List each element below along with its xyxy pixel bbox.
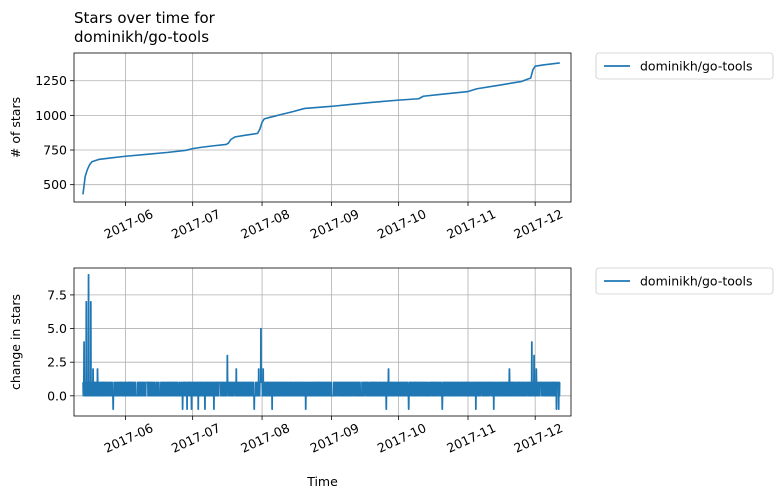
stars-over-time-panel: 2017-06 2017-07 2017-08 2017-09 2017-10 2017-… — [8, 9, 774, 242]
axes-frame — [73, 52, 572, 203]
y-tick-label: 7.5 — [47, 287, 67, 302]
x-tick-label: 2017-06 — [102, 420, 156, 456]
x-tick-label: 2017-06 — [102, 206, 156, 242]
x-tick-label: 2017-08 — [238, 420, 292, 456]
x-tick-label: 2017-07 — [169, 420, 223, 456]
x-tick-label: 2017-10 — [375, 206, 429, 242]
x-tick-label: 2017-12 — [511, 206, 565, 242]
y-tick-label: 0.0 — [47, 388, 67, 403]
legend-frame — [595, 52, 774, 80]
y-tick-label: 2.5 — [47, 355, 67, 370]
legend-label: dominikh/go-tools — [640, 274, 753, 289]
y-axis-label: # of stars — [8, 97, 23, 158]
x-tick-label: 2017-12 — [511, 420, 565, 456]
legend: dominikh/go-tools — [595, 52, 774, 80]
x-axis-label: Time — [306, 474, 338, 489]
series-line-stars — [82, 62, 560, 195]
x-tick-label: 2017-10 — [375, 420, 429, 456]
axes-frame — [73, 267, 572, 417]
y-tick-label: 5.0 — [47, 321, 67, 336]
x-tick-label: 2017-09 — [308, 420, 362, 456]
y-tick-label: 1000 — [35, 108, 67, 123]
y-axis-label: change in stars — [8, 294, 23, 390]
chart-title-line: Stars over time for — [74, 9, 216, 27]
x-tick-label: 2017-11 — [444, 206, 498, 242]
y-tick-label: 1250 — [35, 73, 67, 88]
x-tick-label: 2017-09 — [308, 206, 362, 242]
series-line-change — [82, 274, 561, 410]
x-tick-label: 2017-07 — [169, 206, 223, 242]
chart-title: Stars over time for dominikh/go-tools — [74, 9, 216, 46]
chart-title-line: dominikh/go-tools — [74, 28, 209, 46]
x-tick-label: 2017-11 — [444, 420, 498, 456]
legend-label: dominikh/go-tools — [640, 59, 753, 74]
legend: dominikh/go-tools — [595, 267, 774, 295]
change-in-stars-panel: 2017-06 2017-07 2017-08 2017-09 2017-10 2017-… — [8, 267, 774, 489]
x-tick-label: 2017-08 — [238, 206, 292, 242]
y-tick-label: 500 — [43, 177, 67, 192]
legend-frame — [595, 267, 774, 295]
y-tick-label: 750 — [43, 143, 67, 158]
